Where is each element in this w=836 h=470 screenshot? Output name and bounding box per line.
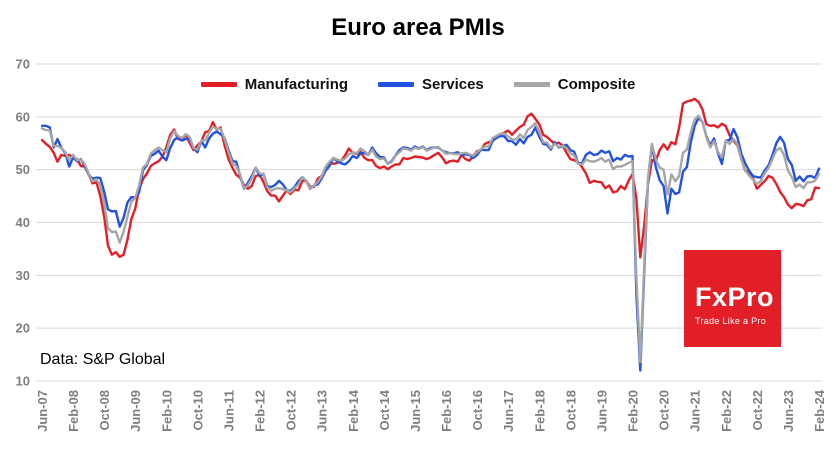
x-tick-label: Oct-16 xyxy=(470,390,485,430)
legend-swatch-composite xyxy=(513,82,550,87)
x-tick-label: Jun-13 xyxy=(315,390,330,432)
x-tick-label: Feb-18 xyxy=(532,390,547,432)
x-tick-label: Oct-14 xyxy=(377,389,392,430)
y-tick-label: 70 xyxy=(16,57,30,72)
x-tick-label: Jun-23 xyxy=(781,390,796,432)
data-source-note: Data: S&P Global xyxy=(40,351,166,368)
x-tick-label: Oct-18 xyxy=(563,390,578,430)
legend-swatch-services xyxy=(378,82,415,87)
x-tick-label: Jun-21 xyxy=(688,390,703,432)
x-tick-label: Jun-15 xyxy=(408,390,423,432)
legend-label-composite: Composite xyxy=(557,76,636,93)
x-tick-label: Feb-08 xyxy=(66,390,81,432)
legend-item-manufacturing: Manufacturing xyxy=(200,76,349,93)
x-tick-label: Jun-19 xyxy=(594,390,609,432)
x-tick-label: Jun-07 xyxy=(35,390,50,432)
y-tick-label: 50 xyxy=(16,162,30,177)
legend-item-composite: Composite xyxy=(513,76,636,93)
x-tick-label: Feb-24 xyxy=(812,389,827,432)
y-tick-label: 20 xyxy=(16,321,30,336)
x-tick-label: Oct-22 xyxy=(750,390,765,430)
x-tick-label: Jun-11 xyxy=(221,390,236,431)
legend-swatch-manufacturing xyxy=(200,82,237,87)
y-tick-label: 60 xyxy=(16,109,30,124)
y-tick-label: 10 xyxy=(16,374,30,389)
x-tick-label: Feb-14 xyxy=(346,389,361,432)
x-tick-label: Oct-12 xyxy=(284,390,299,430)
x-tick-label: Feb-16 xyxy=(439,390,454,432)
x-tick-label: Feb-12 xyxy=(253,390,268,432)
x-tick-label: Feb-22 xyxy=(719,390,734,432)
legend: Manufacturing Services Composite xyxy=(0,76,836,93)
x-tick-label: Feb-10 xyxy=(159,390,174,432)
x-tick-label: Jun-09 xyxy=(128,390,143,432)
x-tick-label: Oct-08 xyxy=(97,390,112,430)
fxpro-brand-text: FxPro xyxy=(695,282,775,312)
legend-label-manufacturing: Manufacturing xyxy=(244,76,349,93)
legend-item-services: Services xyxy=(378,76,484,93)
legend-label-services: Services xyxy=(422,76,484,93)
x-tick-label: Jun-17 xyxy=(501,390,516,432)
x-tick-label: Oct-20 xyxy=(657,390,672,430)
chart-title: Euro area PMIs xyxy=(331,14,505,41)
y-tick-label: 30 xyxy=(16,268,30,283)
series-line-manufacturing xyxy=(40,97,821,259)
series-line-composite xyxy=(40,114,821,364)
x-tick-label: Feb-20 xyxy=(626,390,641,432)
x-tick-label: Oct-10 xyxy=(190,390,205,430)
y-tick-label: 40 xyxy=(16,215,30,230)
fxpro-tagline-text: Trade Like a Pro xyxy=(695,316,766,326)
fxpro-logo: FxPro Trade Like a Pro xyxy=(684,250,781,347)
